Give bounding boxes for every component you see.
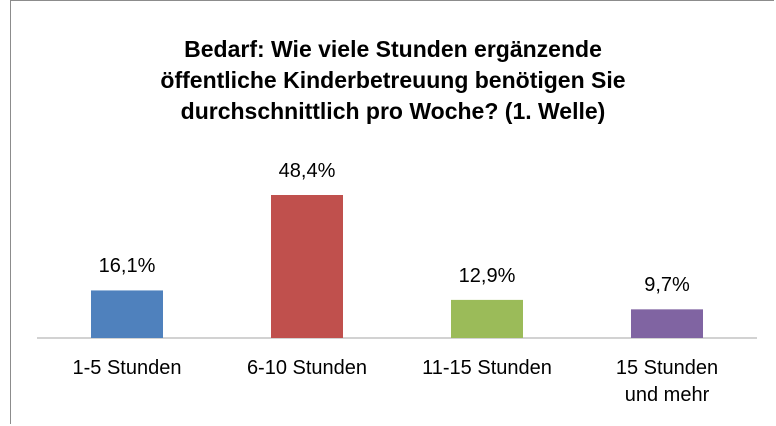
bar: [91, 290, 163, 338]
chart-frame: [10, 0, 774, 424]
data-label: 16,1%: [98, 255, 156, 278]
x-tick-label: 11-15 Stunden: [422, 357, 552, 379]
chart-title: Bedarf: Wie viele Stunden ergänzende öff…: [160, 36, 626, 124]
x-tick-label: 6-10 Stunden: [246, 357, 368, 379]
bar: [631, 309, 703, 338]
data-label: 9,7%: [644, 274, 690, 297]
bar: [271, 195, 343, 338]
data-label: 12,9%: [458, 264, 516, 287]
x-tick-label: 15 Stunden und mehr: [615, 357, 719, 406]
bar: [451, 299, 523, 338]
data-label: 48,4%: [278, 160, 336, 182]
x-tick-label: 1-5 Stunden: [72, 357, 182, 379]
